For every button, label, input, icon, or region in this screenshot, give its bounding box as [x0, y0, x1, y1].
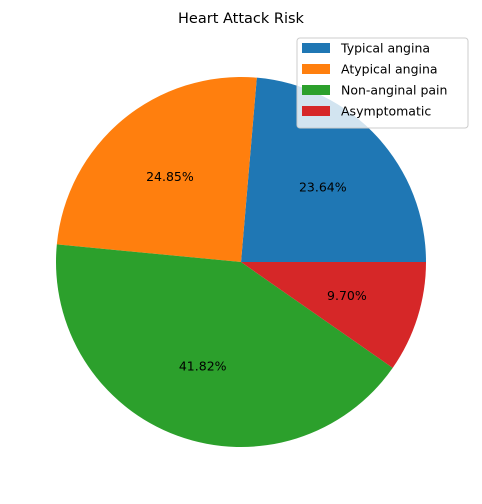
pie-slice-asymptomatic — [241, 262, 426, 368]
legend: Typical angina Atypical angina Non-anginal… — [296, 37, 469, 129]
pie-slice-non-anginal-pain — [56, 244, 393, 447]
percent-label-asymptomatic: 9.70% — [327, 288, 367, 303]
chart-title: Heart Attack Risk — [178, 11, 305, 27]
legend-swatch-typical-angina — [302, 43, 330, 53]
pie-slice-typical-angina — [241, 77, 426, 262]
legend-frame — [296, 37, 469, 129]
pie-slice-atypical-angina — [56, 77, 257, 262]
legend-swatch-non-anginal-pain — [302, 85, 330, 95]
legend-swatch-asymptomatic — [302, 106, 330, 116]
legend-label-atypical-angina: Atypical angina — [341, 62, 438, 77]
legend-items: Typical angina Atypical angina Non-anginal… — [302, 41, 447, 119]
legend-label-non-anginal-pain: Non-anginal pain — [341, 83, 447, 98]
legend-label-typical-angina: Typical angina — [340, 41, 430, 56]
pie-slices — [56, 77, 426, 447]
legend-swatch-atypical-angina — [302, 64, 330, 74]
percent-label-non-anginal-pain: 41.82% — [179, 359, 227, 374]
percent-label-atypical-angina: 24.85% — [146, 169, 194, 184]
percent-labels: 23.64% 24.85% 41.82% 9.70% — [146, 169, 367, 374]
legend-label-asymptomatic: Asymptomatic — [341, 104, 431, 119]
percent-label-typical-angina: 23.64% — [299, 179, 347, 194]
